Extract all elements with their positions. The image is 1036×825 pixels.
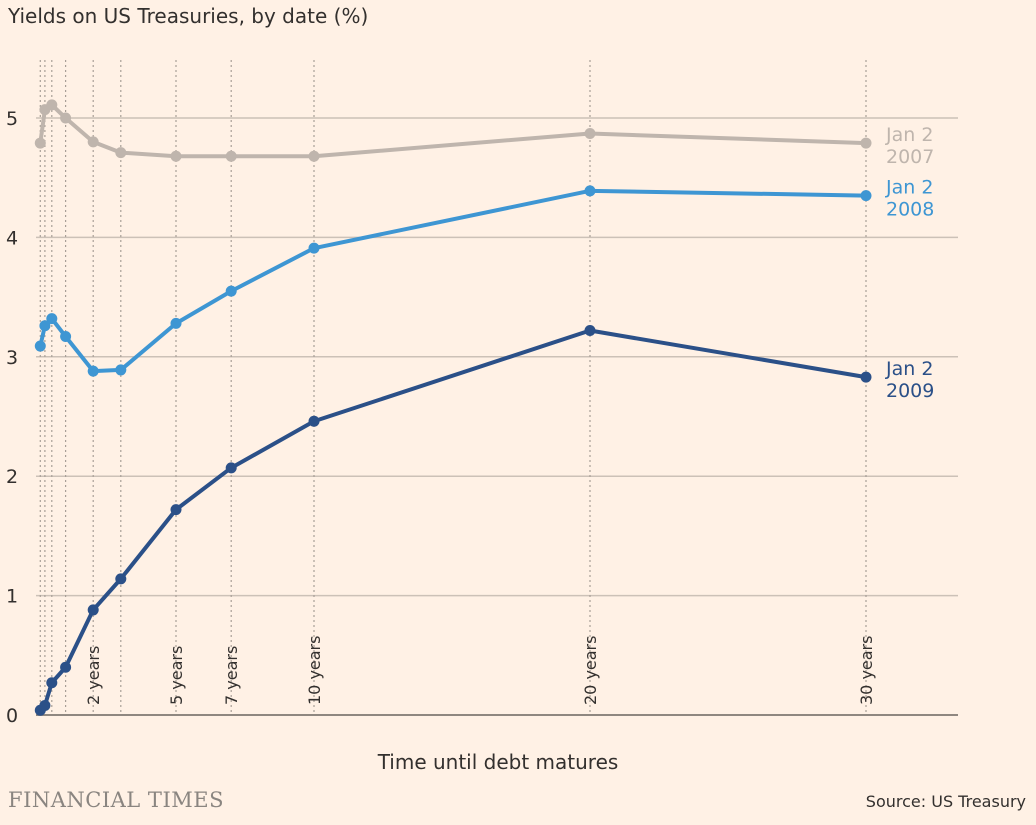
data-point-2007 xyxy=(46,99,58,111)
series-label-2009: Jan 2 xyxy=(885,358,933,380)
data-point-2008 xyxy=(584,185,596,197)
y-tick-label: 5 xyxy=(6,108,18,130)
data-point-2009 xyxy=(225,462,237,474)
series-label-year-2007: 2007 xyxy=(886,146,934,168)
x-tick-label: 30 years xyxy=(857,636,876,705)
series-line-2009 xyxy=(38,328,867,712)
data-point-2009 xyxy=(87,604,99,616)
series-label-2007: Jan 2 xyxy=(885,124,933,146)
series-label-year-2008: 2008 xyxy=(886,199,934,221)
data-point-2007 xyxy=(308,150,320,162)
data-point-2007 xyxy=(584,128,596,140)
data-point-2008 xyxy=(308,242,320,254)
data-point-2009 xyxy=(170,504,182,516)
chart-title: Yields on US Treasuries, by date (%) xyxy=(8,4,369,28)
data-point-2008 xyxy=(46,313,58,325)
series-label-year-2009: 2009 xyxy=(886,380,934,402)
series-line-2007 xyxy=(38,102,867,159)
y-tick-label: 1 xyxy=(6,586,18,608)
x-tick-label: 5 years xyxy=(167,646,186,705)
x-tick-label: 20 years xyxy=(581,636,600,705)
y-tick-label: 3 xyxy=(6,347,18,369)
data-point-2008 xyxy=(860,190,872,202)
data-point-2009 xyxy=(60,661,72,673)
y-tick-label: 0 xyxy=(6,705,18,727)
series-label-2008: Jan 2 xyxy=(885,177,933,199)
data-point-2009 xyxy=(860,371,872,383)
x-tick-label: 7 years xyxy=(222,646,241,705)
data-point-2009 xyxy=(584,325,596,337)
data-point-2007 xyxy=(60,112,72,124)
y-tick-label: 2 xyxy=(6,466,18,488)
data-point-2009 xyxy=(39,699,51,711)
source-note: Source: US Treasury xyxy=(865,792,1026,811)
x-tick-label: 10 years xyxy=(305,636,324,705)
data-point-2007 xyxy=(87,136,99,148)
x-tick-label: 2 years xyxy=(84,646,103,705)
data-point-2009 xyxy=(308,415,320,427)
data-point-2007 xyxy=(34,137,46,149)
data-point-2009 xyxy=(46,677,58,689)
ft-logo: FINANCIAL TIMES xyxy=(8,788,224,812)
data-point-2008 xyxy=(39,320,51,332)
data-point-2007 xyxy=(170,150,182,162)
data-point-2007 xyxy=(115,147,127,159)
x-axis-label: Time until debt matures xyxy=(377,750,619,774)
y-tick-label: 4 xyxy=(6,227,18,249)
data-point-2008 xyxy=(170,317,182,329)
data-point-2007 xyxy=(860,137,872,149)
data-point-2008 xyxy=(60,331,72,343)
data-point-2008 xyxy=(225,285,237,297)
data-point-2008 xyxy=(34,340,46,352)
data-point-2008 xyxy=(87,365,99,377)
data-point-2009 xyxy=(115,573,127,585)
series-line-2008 xyxy=(38,188,867,374)
data-point-2007 xyxy=(225,150,237,162)
data-point-2008 xyxy=(115,364,127,376)
